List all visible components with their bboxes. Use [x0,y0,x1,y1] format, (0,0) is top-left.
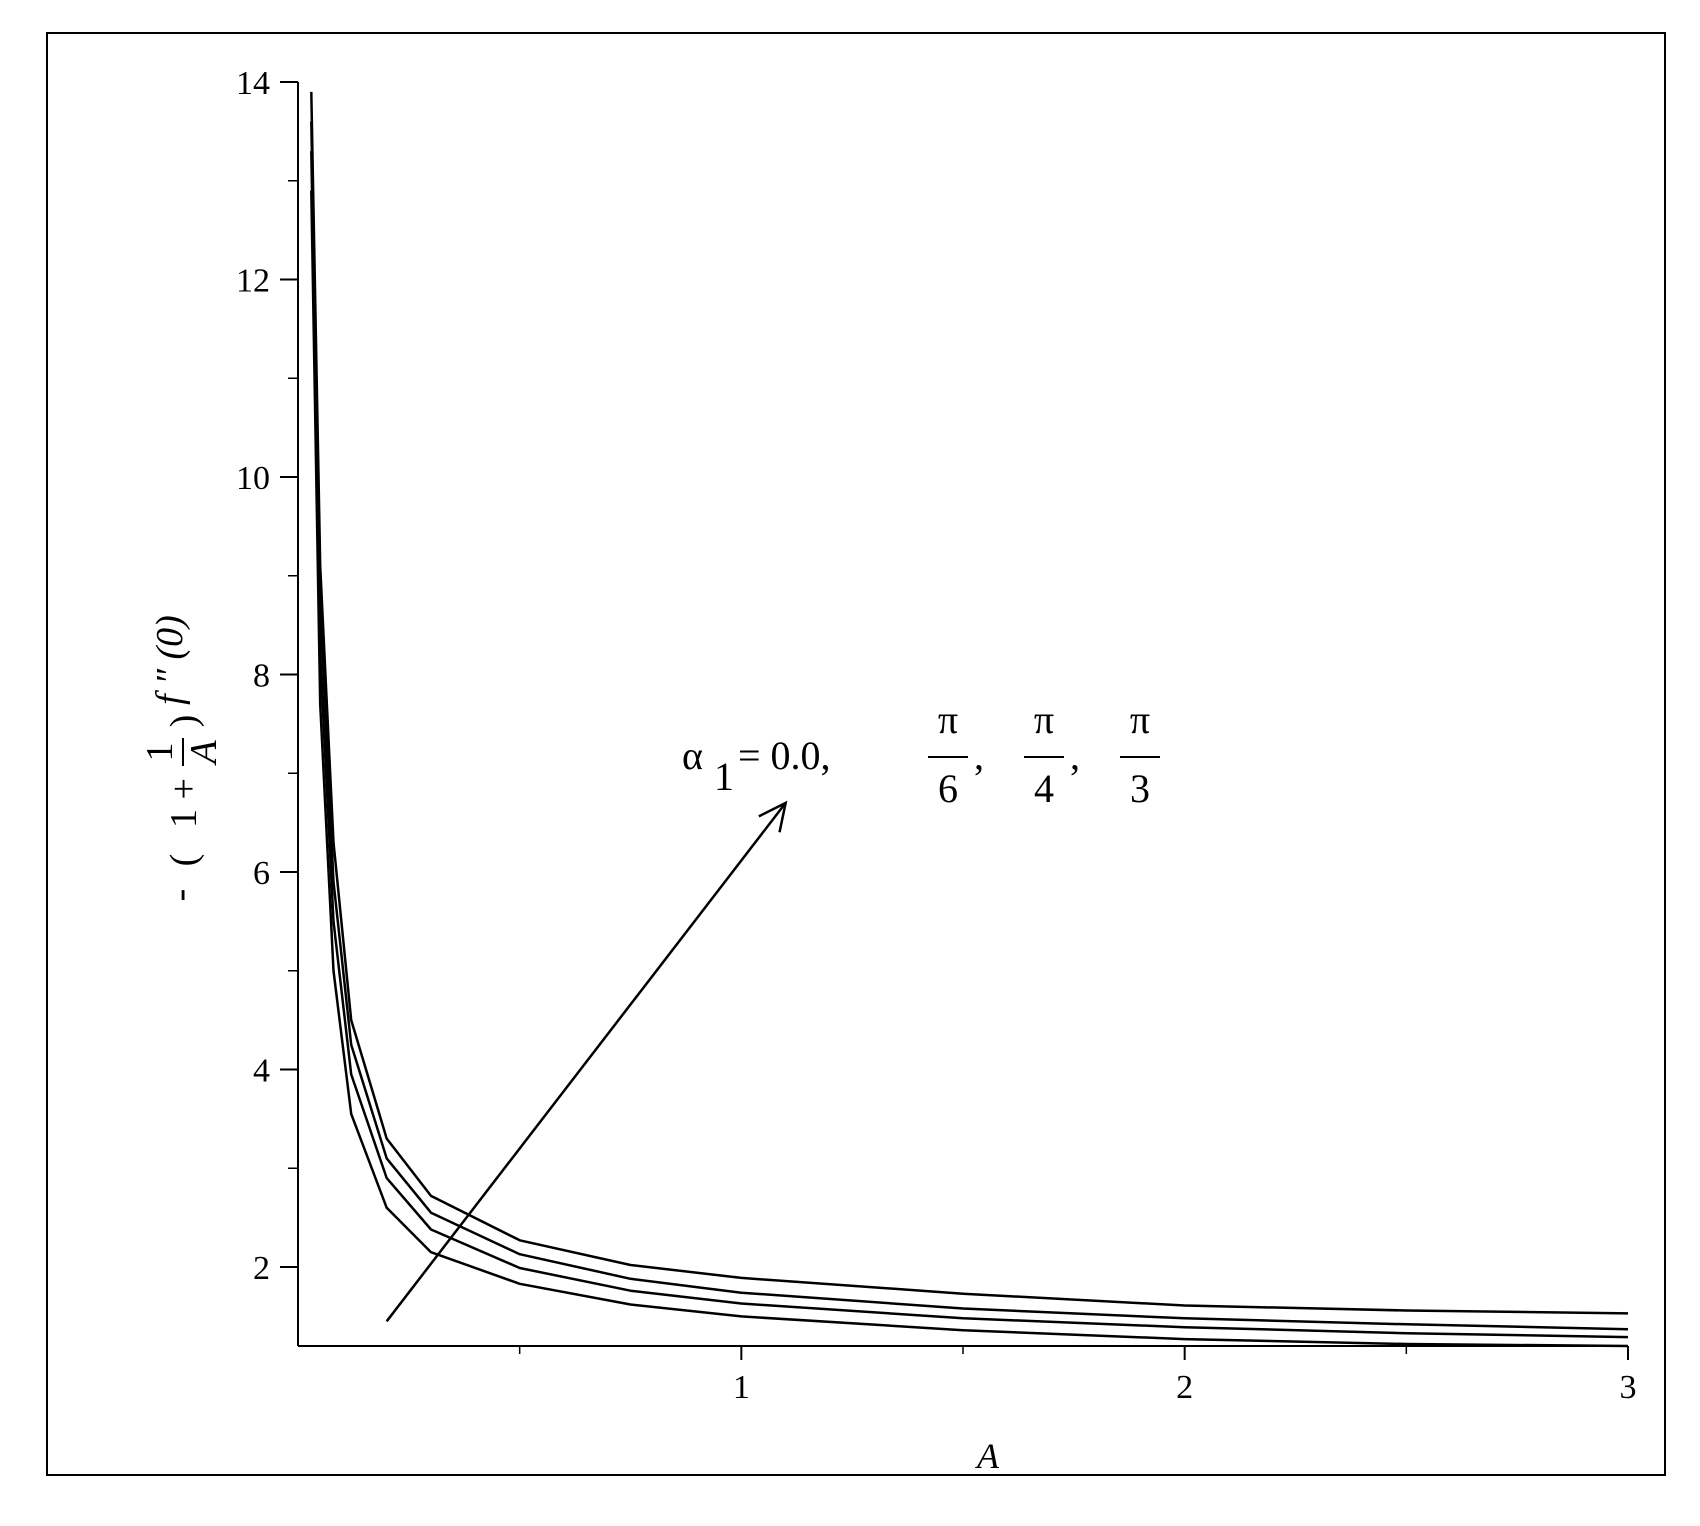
y-title-func: f ″ (0) [149,615,191,705]
annotation-den-2: 4 [1034,766,1054,811]
series-line-1 [310,190,1629,1348]
annotation-pi-3: π [1130,697,1150,742]
y-tick-label: 10 [236,460,270,497]
annotation-pi-1: π [938,697,958,742]
annotation-alpha: α [682,733,703,778]
series-line-2 [310,151,1629,1339]
annotation-pi-2: π [1034,697,1054,742]
arrow-shaft [385,802,787,1323]
annotation-comma-2: , [1070,733,1080,778]
y-tick-label: 12 [236,263,270,300]
y-axis-title: - ( 1 + 1 A ) f ″ (0) [139,615,225,901]
y-tick-label: 2 [253,1250,270,1287]
y-title-close-paren: ) [163,715,205,728]
alpha-annotation: α 1 = 0.0, π 6 , π 4 , π 3 [682,697,1160,811]
series-layer [310,91,1629,1348]
x-tick-label: 2 [1176,1369,1193,1406]
arrow-layer [385,800,788,1323]
y-title-prefix: - [159,889,201,902]
annotation-comma-1: , [974,733,984,778]
y-title-plus: 1 + [163,778,205,828]
annotation-eq: = 0.0, [738,733,831,778]
y-tick-label: 4 [253,1053,270,1090]
chart-frame [46,32,1666,1476]
y-tick-label: 6 [253,855,270,892]
arrow-head [758,800,788,833]
y-title-denominator: A [183,740,225,767]
x-axis-title: A [975,1436,1000,1476]
y-title-numerator: 1 [139,743,181,762]
annotation-subscript: 1 [714,754,734,799]
series-line-4 [310,91,1629,1315]
x-tick-label: 1 [733,1369,750,1406]
series-line-3 [310,121,1629,1331]
y-title-open-paren: ( [163,854,205,867]
annotation-den-1: 6 [938,766,958,811]
annotation-den-3: 3 [1130,766,1150,811]
axes [297,82,1628,1347]
y-tick-label: 14 [236,65,270,102]
y-tick-label: 8 [253,658,270,695]
x-tick-label: 3 [1620,1369,1637,1406]
